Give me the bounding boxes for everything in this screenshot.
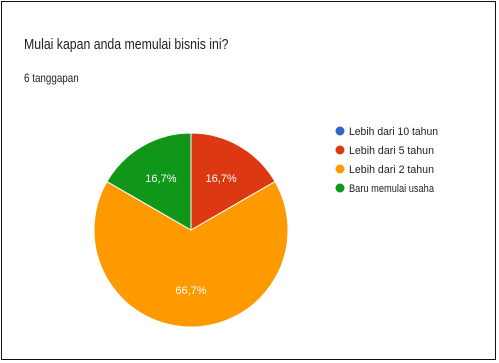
pie-slice-2 bbox=[190, 132, 276, 231]
legend-marker-3 bbox=[335, 164, 345, 174]
pie-slice-4 bbox=[106, 132, 192, 231]
legend-label-1: Lebih dari 10 tahun bbox=[349, 126, 438, 138]
legend-label-4: Baru memulai usaha bbox=[349, 183, 435, 195]
legend-marker-4 bbox=[335, 183, 345, 193]
legend-label-2: Lebih dari 5 tahun bbox=[349, 145, 434, 157]
slice-value-label-4: 16,7% bbox=[145, 173, 176, 185]
legend-marker-2 bbox=[335, 145, 345, 155]
question-title: Mulai kapan anda memulai bisnis ini? bbox=[24, 36, 229, 53]
slice-value-label-3: 66,7% bbox=[175, 285, 206, 297]
pie-slice-3 bbox=[93, 180, 289, 328]
slice-value-label-2: 16,7% bbox=[205, 173, 236, 185]
legend-marker-1 bbox=[335, 126, 345, 136]
legend-label-3: Lebih dari 2 tahun bbox=[349, 164, 434, 176]
response-count: 6 tanggapan bbox=[24, 71, 79, 85]
